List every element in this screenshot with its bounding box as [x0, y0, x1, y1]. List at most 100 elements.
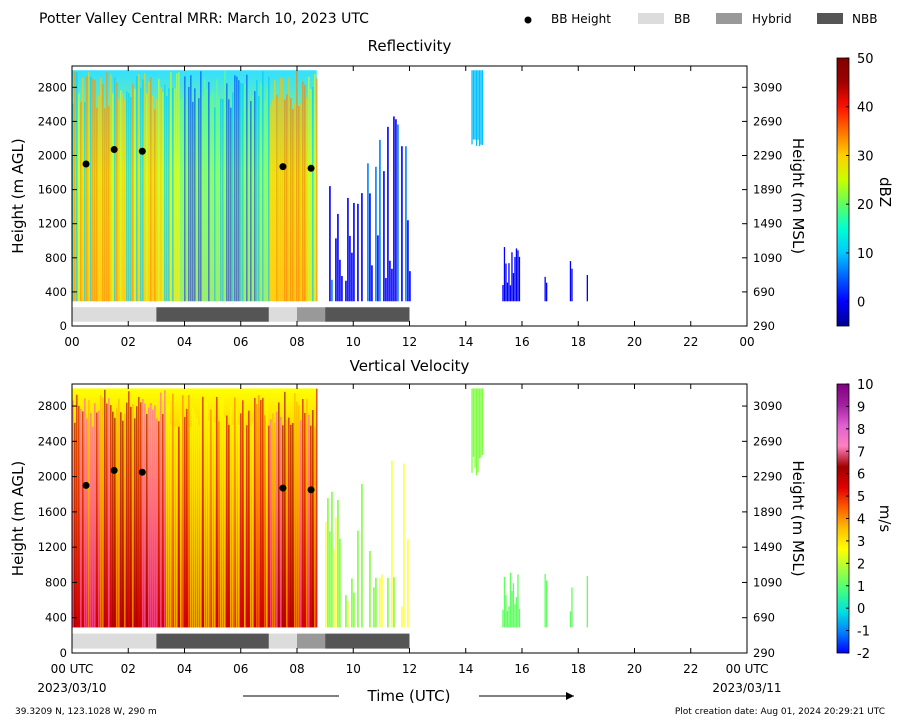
low-echo-streak	[508, 263, 510, 302]
data-streak	[216, 396, 218, 628]
data-streak	[90, 413, 92, 628]
y2-tick-label: 3090	[753, 80, 782, 94]
data-streak	[184, 76, 186, 302]
data-streak	[118, 98, 120, 302]
scatter-streak	[345, 280, 347, 302]
y2-tick-label: 2690	[753, 434, 782, 448]
scatter-streak	[325, 521, 327, 628]
data-streak	[236, 76, 238, 302]
data-streak	[88, 71, 90, 302]
data-streak	[188, 86, 190, 302]
y2-tick-label: 3090	[753, 399, 782, 413]
data-streak	[78, 93, 80, 302]
echo-streak	[471, 388, 473, 473]
data-streak	[262, 71, 264, 302]
data-streak	[126, 402, 128, 628]
data-streak	[202, 396, 204, 628]
data-streak	[72, 103, 74, 302]
data-streak	[122, 94, 124, 302]
data-streak	[132, 404, 134, 628]
data-streak	[186, 109, 188, 302]
legend-label-bb: BB	[674, 12, 690, 26]
y2-tick-label: 1890	[753, 505, 782, 519]
y2-tick-label: 1090	[753, 251, 782, 265]
low-echo-streak	[503, 576, 506, 628]
data-streak	[140, 402, 142, 628]
data-streak	[214, 107, 216, 302]
x-tick-label: 04	[177, 662, 192, 676]
x-tick-label: 20	[627, 335, 642, 349]
echo-streak	[472, 388, 475, 457]
data-streak	[80, 101, 82, 302]
low-echo-streak	[586, 274, 588, 302]
bb-height-point	[110, 146, 118, 154]
data-streak	[74, 422, 76, 628]
legend-label-nbb: NBB	[852, 12, 877, 26]
data-streak	[136, 406, 138, 628]
x-tick-label: 00	[739, 335, 754, 349]
data-streak	[126, 91, 128, 302]
x-tick-label: 16	[514, 662, 529, 676]
data-streak	[166, 95, 168, 302]
data-streak	[184, 416, 186, 628]
bb-height-point	[82, 481, 90, 489]
scatter-streak	[403, 463, 405, 628]
colorbar-label: dBZ	[876, 177, 894, 207]
bb-type-segment	[156, 307, 269, 322]
x-tick-label: 12	[402, 662, 417, 676]
data-streak	[286, 94, 288, 302]
data-streak	[204, 400, 206, 628]
data-streak	[84, 398, 86, 628]
x-tick-label: 12	[402, 335, 417, 349]
data-streak	[242, 400, 244, 628]
y-tick-label: 0	[60, 646, 67, 660]
data-streak	[248, 107, 250, 302]
data-streak	[252, 96, 254, 302]
scatter-streak	[333, 549, 335, 628]
data-streak	[300, 104, 302, 302]
data-streak	[262, 397, 264, 628]
data-streak	[196, 99, 198, 302]
echo-streak	[478, 70, 481, 147]
scatter-streak	[393, 116, 395, 302]
data-streak	[180, 99, 182, 302]
x-tick-label: 16	[514, 335, 529, 349]
data-streak	[140, 87, 142, 302]
data-streak	[266, 86, 268, 302]
legend: BB Height BB Hybrid NBB	[524, 12, 877, 26]
data-streak	[246, 74, 248, 302]
creation-date-text: Plot creation date: Aug 01, 2024 20:29:2…	[675, 707, 885, 717]
data-streak	[284, 99, 286, 302]
data-streak	[228, 99, 230, 302]
data-streak	[220, 98, 222, 302]
data-streak	[124, 99, 126, 302]
data-streak	[164, 390, 166, 628]
data-streak	[206, 89, 208, 302]
scatter-streak	[369, 550, 371, 628]
data-streak	[110, 405, 112, 628]
data-streak	[280, 77, 282, 302]
scatter-streak	[375, 577, 377, 628]
data-streak	[120, 90, 122, 302]
data-streak	[160, 392, 162, 628]
data-streak	[136, 75, 138, 302]
data-streak	[280, 416, 282, 628]
low-echo-streak	[518, 609, 521, 628]
data-streak	[80, 408, 82, 628]
bb-height-point	[307, 486, 315, 494]
data-streak	[114, 417, 116, 628]
data-streak	[118, 398, 120, 628]
scatter-streak	[361, 193, 363, 302]
scatter-streak	[379, 577, 381, 628]
data-streak	[304, 84, 306, 302]
data-streak	[226, 415, 228, 628]
y2-tick-label: 290	[753, 646, 775, 660]
echo-streak	[475, 70, 478, 146]
data-streak	[316, 388, 318, 628]
bb-type-segment	[268, 633, 297, 649]
data-streak	[178, 72, 180, 302]
data-streak	[276, 94, 278, 302]
data-streak	[240, 82, 242, 302]
legend-bb-height-marker	[524, 16, 532, 24]
